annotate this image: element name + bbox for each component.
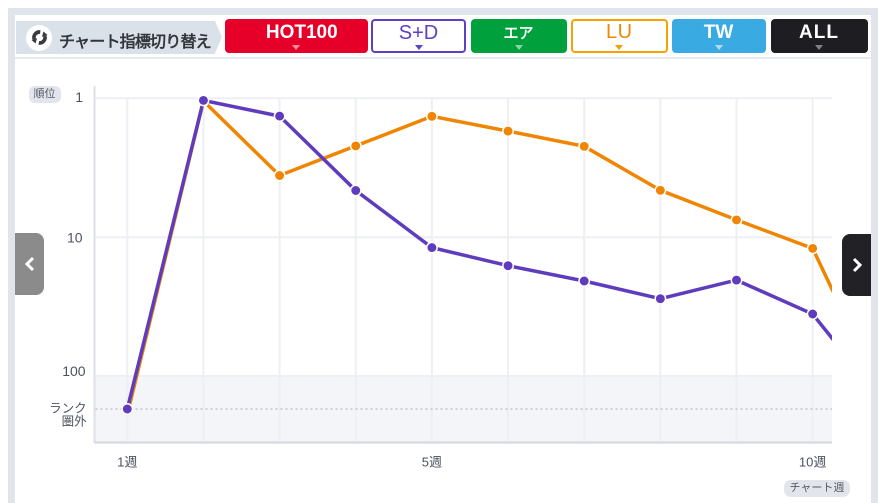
- svg-text:100: 100: [62, 363, 86, 379]
- svg-text:1週: 1週: [117, 455, 137, 470]
- svg-text:10週: 10週: [799, 455, 826, 470]
- svg-text:1: 1: [75, 89, 83, 105]
- svg-text:ランク: ランク: [49, 402, 87, 416]
- svg-text:圏外: 圏外: [62, 414, 88, 428]
- svg-text:10: 10: [67, 230, 83, 246]
- svg-text:5週: 5週: [422, 455, 442, 470]
